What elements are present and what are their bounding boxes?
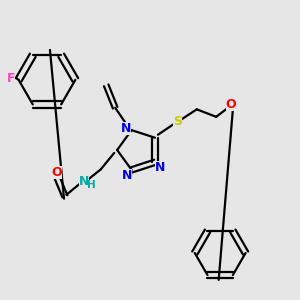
Text: O: O (226, 98, 236, 111)
Text: S: S (173, 115, 182, 128)
Text: N: N (79, 175, 89, 188)
Text: H: H (86, 180, 95, 190)
Text: O: O (51, 167, 62, 179)
Text: N: N (122, 169, 132, 182)
Text: N: N (154, 161, 165, 174)
Text: N: N (121, 122, 131, 135)
Text: F: F (7, 72, 15, 85)
